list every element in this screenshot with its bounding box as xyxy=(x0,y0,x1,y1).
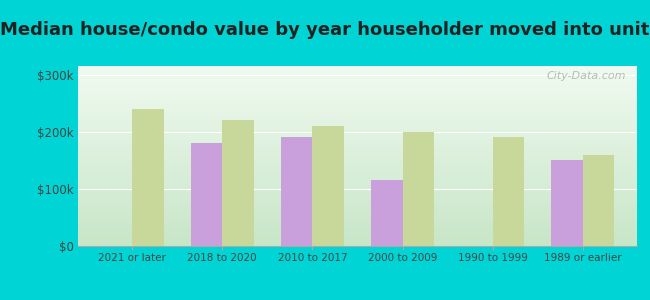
Bar xyxy=(551,160,583,246)
Text: City-Data.com: City-Data.com xyxy=(546,71,626,81)
Bar xyxy=(222,120,254,246)
Bar xyxy=(371,180,402,246)
Bar xyxy=(583,154,614,246)
Bar xyxy=(281,137,313,246)
Text: Median house/condo value by year householder moved into unit: Median house/condo value by year househo… xyxy=(0,21,650,39)
Bar xyxy=(493,137,525,246)
Bar xyxy=(132,109,164,246)
Bar xyxy=(313,126,344,246)
Bar xyxy=(402,132,434,246)
Bar xyxy=(190,143,222,246)
